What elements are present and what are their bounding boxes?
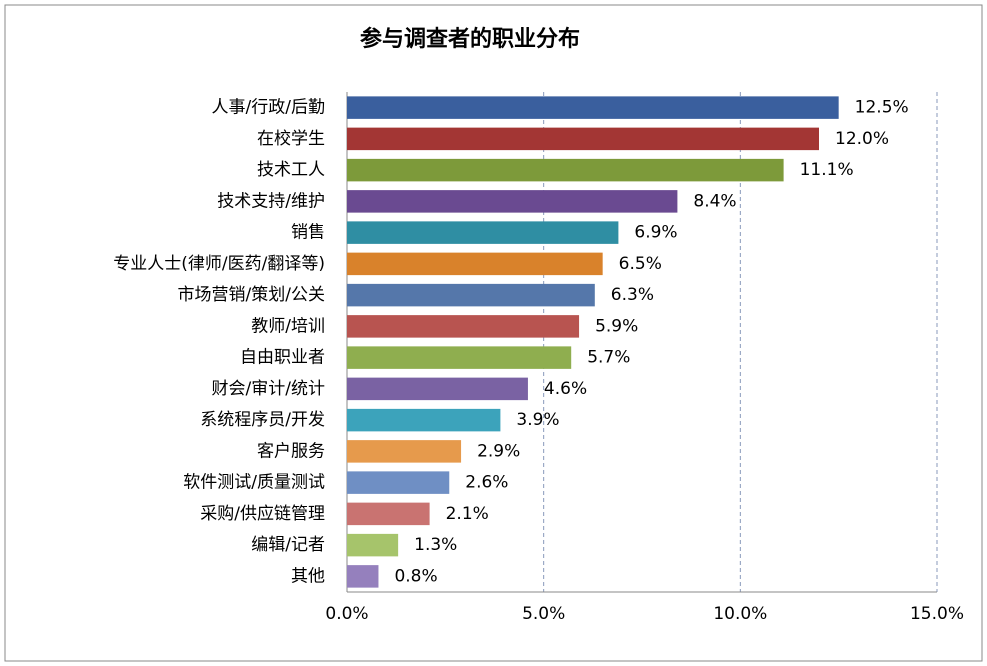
bar <box>347 190 678 213</box>
bar <box>347 96 839 119</box>
bar <box>347 471 450 494</box>
data-label: 6.5% <box>619 254 662 274</box>
data-label: 12.5% <box>855 98 909 118</box>
data-label: 11.1% <box>800 160 854 180</box>
y-tick-label: 在校学生 <box>257 129 325 149</box>
bar <box>347 440 462 463</box>
x-tick-label: 5.0% <box>522 604 565 624</box>
data-label: 2.6% <box>465 473 508 493</box>
data-label: 3.9% <box>516 410 559 430</box>
bar <box>347 533 399 557</box>
bar <box>347 377 528 401</box>
bar <box>347 346 572 369</box>
y-tick-label: 自由职业者 <box>240 348 325 368</box>
bar <box>347 283 595 307</box>
bar <box>347 408 501 432</box>
bar <box>347 221 619 244</box>
bar <box>347 252 603 276</box>
bar <box>347 502 430 526</box>
bar <box>347 127 819 151</box>
x-tick-label: 15.0% <box>910 604 964 624</box>
data-label: 4.6% <box>544 379 587 399</box>
y-tick-label: 专业人士(律师/医药/翻译等) <box>113 254 325 274</box>
data-label: 6.9% <box>634 223 677 243</box>
bar <box>347 565 379 588</box>
y-tick-label: 编辑/记者 <box>251 535 325 555</box>
data-label: 0.8% <box>394 566 437 586</box>
y-tick-label: 软件测试/质量测试 <box>183 473 325 493</box>
data-label: 2.1% <box>446 504 489 524</box>
x-tick-label: 0.0% <box>325 604 368 624</box>
x-tick-label: 10.0% <box>713 604 767 624</box>
y-tick-label: 技术支持/维护 <box>217 191 325 211</box>
bar <box>347 158 784 182</box>
y-tick-label: 技术工人 <box>257 160 325 180</box>
data-label: 1.3% <box>414 535 457 555</box>
data-label: 2.9% <box>477 441 520 461</box>
chart-title: 参与调查者的职业分布 <box>360 26 580 52</box>
y-tick-label: 系统程序员/开发 <box>200 410 325 430</box>
data-label: 5.7% <box>587 348 630 368</box>
y-tick-label: 采购/供应链管理 <box>200 504 325 524</box>
data-label: 8.4% <box>693 191 736 211</box>
data-label: 5.9% <box>595 316 638 336</box>
data-label: 12.0% <box>835 129 889 149</box>
y-tick-label: 财会/审计/统计 <box>212 379 325 399</box>
y-tick-label: 人事/行政/后勤 <box>212 98 325 118</box>
y-tick-label: 其他 <box>291 566 325 586</box>
y-tick-label: 市场营销/策划/公关 <box>178 285 325 305</box>
y-tick-label: 客户服务 <box>257 441 325 461</box>
y-tick-label: 销售 <box>291 223 325 243</box>
bar <box>347 315 580 338</box>
y-tick-label: 教师/培训 <box>251 316 325 336</box>
data-label: 6.3% <box>611 285 654 305</box>
